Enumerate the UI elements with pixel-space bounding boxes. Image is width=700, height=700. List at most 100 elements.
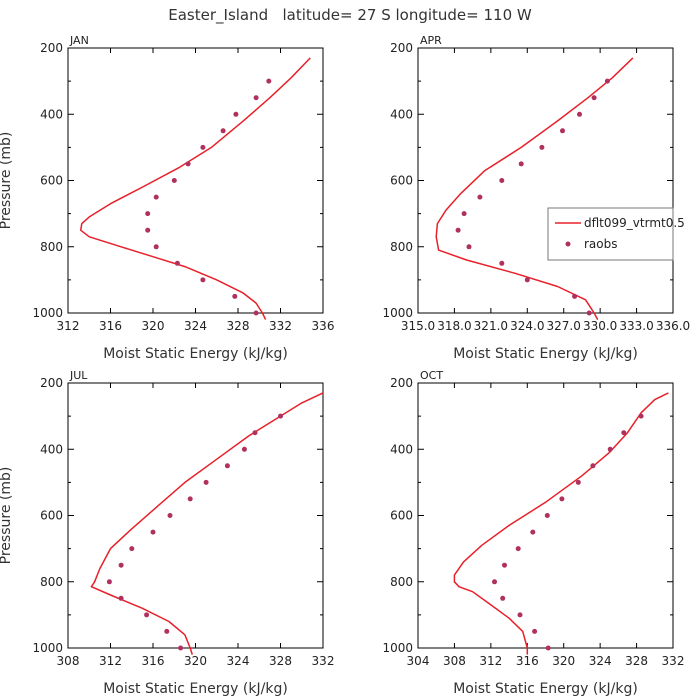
raob-point bbox=[524, 277, 530, 283]
y-axis-label: Pressure (mb) bbox=[0, 132, 14, 230]
x-tick-label: 321.0 bbox=[474, 319, 508, 333]
raob-point bbox=[253, 95, 259, 101]
raob-point bbox=[638, 413, 644, 419]
legend: dflt099_vtrmt0.5 raobs bbox=[547, 207, 685, 261]
x-tick-label: 328 bbox=[625, 654, 648, 668]
raob-point bbox=[499, 178, 505, 183]
raob-point bbox=[232, 293, 238, 299]
raob-point bbox=[241, 446, 247, 452]
x-tick-label: 327.0 bbox=[547, 319, 581, 333]
y-tick-label: 800 bbox=[40, 575, 63, 589]
x-axis-label: Moist Static Energy (kJ/kg) bbox=[103, 681, 288, 697]
raob-point bbox=[278, 413, 283, 419]
raob-point bbox=[492, 579, 497, 585]
x-tick-label: 336.0 bbox=[656, 319, 690, 333]
raob-point bbox=[530, 529, 536, 535]
raob-point bbox=[515, 546, 521, 552]
y-tick-label: 1000 bbox=[382, 641, 413, 655]
x-tick-label: 320 bbox=[184, 654, 207, 668]
raob-point bbox=[591, 95, 597, 101]
y-tick-label: 600 bbox=[40, 174, 63, 188]
raob-point bbox=[532, 628, 538, 634]
axis-ticks: 315.0 318.0 321.0 324.0 327.0 330.0 333.0 336.0… bbox=[382, 41, 690, 333]
x-tick-label: 316 bbox=[99, 319, 122, 333]
y-tick-label: 200 bbox=[390, 41, 413, 55]
y-tick-label: 1000 bbox=[32, 306, 63, 320]
x-tick-label: 333.0 bbox=[619, 319, 653, 333]
raob-point bbox=[575, 479, 581, 485]
model-profile-line bbox=[79, 57, 311, 320]
raob-point bbox=[539, 144, 545, 150]
x-tick-label: 336 bbox=[312, 319, 335, 333]
x-tick-label: 315.0 bbox=[401, 319, 435, 333]
x-tick-label: 308 bbox=[57, 654, 80, 668]
y-tick-label: 400 bbox=[40, 107, 63, 121]
raob-point bbox=[590, 463, 596, 469]
x-axis-label: Moist Static Energy (kJ/kg) bbox=[453, 346, 638, 362]
raob-point bbox=[200, 277, 206, 283]
raob-point bbox=[253, 310, 259, 316]
raob-point bbox=[544, 513, 550, 518]
x-tick-label: 332 bbox=[312, 654, 335, 668]
panel-jan: JAN 312 316 320 324 328 332 336 200 400 600 800 100… bbox=[0, 34, 334, 362]
figure-title: Easter_Island latitude= 27 S longitude= … bbox=[168, 6, 532, 25]
raob-point bbox=[178, 645, 184, 651]
y-tick-label: 600 bbox=[40, 509, 63, 523]
model-profile-line bbox=[453, 392, 669, 655]
x-tick-label: 312 bbox=[479, 654, 502, 668]
plot-frame bbox=[67, 382, 324, 649]
raob-point bbox=[518, 161, 524, 167]
raob-point bbox=[266, 78, 272, 84]
panel-oct: OCT 304 308 312 316 320 324 328 332 200 400 600 800… bbox=[382, 369, 684, 697]
panel-apr: APR 315.0 318.0 321.0 324.0 327.0 330.0 333.0 3… bbox=[382, 34, 690, 362]
data-marks bbox=[79, 57, 311, 320]
x-tick-label: 328 bbox=[269, 654, 292, 668]
x-tick-label: 332 bbox=[269, 319, 292, 333]
axis-ticks: 312 316 320 324 328 332 336 200 400 600 800 1000 bbox=[32, 41, 334, 333]
x-tick-label: 304 bbox=[407, 654, 430, 668]
raob-point bbox=[164, 628, 170, 634]
x-tick-label: 320 bbox=[552, 654, 575, 668]
legend-model-label: dflt099_vtrmt0.5 bbox=[584, 216, 685, 230]
x-tick-label: 332 bbox=[662, 654, 685, 668]
raob-point bbox=[150, 529, 156, 535]
y-tick-label: 400 bbox=[390, 107, 413, 121]
raob-point bbox=[144, 612, 150, 618]
x-tick-label: 324.0 bbox=[510, 319, 544, 333]
model-profile-line bbox=[90, 392, 324, 655]
raob-point bbox=[252, 430, 258, 436]
y-tick-label: 400 bbox=[40, 442, 63, 456]
raob-point bbox=[171, 178, 177, 183]
plot-frame bbox=[417, 47, 674, 314]
y-tick-label: 200 bbox=[390, 376, 413, 390]
raob-point bbox=[461, 211, 467, 217]
legend-obs-label: raobs bbox=[584, 237, 618, 251]
raob-point bbox=[153, 244, 159, 250]
y-tick-label: 800 bbox=[390, 240, 413, 254]
raob-point bbox=[572, 293, 578, 299]
raob-point bbox=[499, 260, 505, 266]
raob-point bbox=[545, 645, 551, 651]
raob-point bbox=[466, 244, 472, 250]
x-axis-label: Moist Static Energy (kJ/kg) bbox=[453, 681, 638, 697]
x-tick-label: 328 bbox=[227, 319, 250, 333]
data-marks bbox=[453, 392, 669, 655]
legend-obs-swatch bbox=[565, 241, 571, 247]
data-marks bbox=[435, 57, 634, 320]
data-marks bbox=[90, 392, 324, 655]
x-tick-label: 320 bbox=[142, 319, 165, 333]
y-tick-label: 600 bbox=[390, 174, 413, 188]
panel-label: APR bbox=[420, 34, 442, 47]
model-profile-line bbox=[435, 57, 634, 320]
raob-point bbox=[586, 310, 592, 316]
plot-frame bbox=[67, 47, 324, 314]
raob-point bbox=[153, 194, 159, 200]
raob-point bbox=[517, 612, 523, 618]
raob-point bbox=[559, 496, 565, 502]
raob-point bbox=[477, 194, 483, 200]
raob-point bbox=[118, 562, 124, 568]
y-tick-label: 1000 bbox=[382, 306, 413, 320]
x-axis-label: Moist Static Energy (kJ/kg) bbox=[103, 346, 288, 362]
raob-point bbox=[224, 463, 230, 469]
y-tick-label: 200 bbox=[40, 376, 63, 390]
